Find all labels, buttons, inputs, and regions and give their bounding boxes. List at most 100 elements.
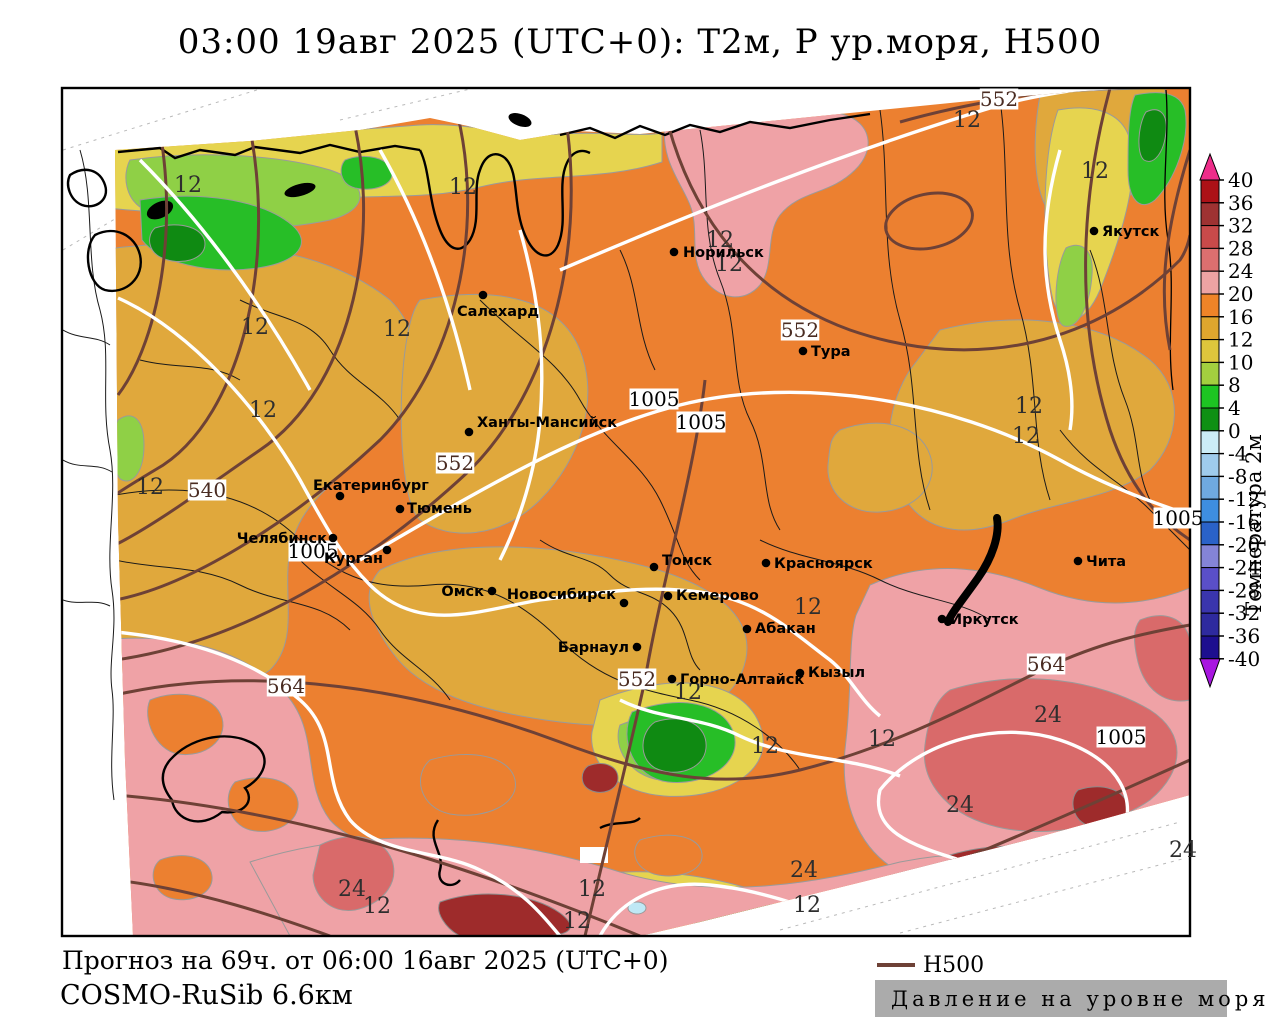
pressure-label: 1005	[1153, 506, 1204, 530]
city-marker: Красноярск	[761, 556, 873, 572]
temperature-label: 12	[751, 734, 779, 759]
city-label: Салехард	[457, 304, 539, 320]
temperature-label: 12	[578, 877, 606, 902]
city-markers: Норильск Салехард Тура Якутск Ханты-Мансийск…	[237, 224, 1160, 688]
city-marker: Тюмень	[395, 501, 472, 517]
city-marker: Курган	[324, 545, 392, 567]
city-dot	[395, 504, 405, 514]
temperature-label: 12	[715, 252, 743, 277]
city-dot	[619, 598, 629, 608]
temperature-label: 24	[1169, 838, 1197, 863]
colorbar-tick-label: 36	[1228, 191, 1253, 215]
city-dot	[649, 562, 659, 572]
city-dot	[335, 491, 345, 501]
colorbar-arrow-down	[1199, 658, 1221, 689]
pressure-label-box	[629, 388, 679, 410]
temperature-label: 12	[793, 893, 821, 918]
city-label: Омск	[441, 584, 484, 600]
colorbar-segment	[1200, 589, 1220, 614]
colorbar-title: Температура 2м	[1242, 434, 1266, 615]
city-dot	[382, 545, 392, 555]
colorbar-segment	[1200, 544, 1220, 569]
city-marker: Норильск	[669, 245, 764, 261]
temperature-label: 12	[136, 475, 164, 500]
pressure-label-box	[676, 411, 726, 433]
city-marker: Ханты-Мансийск	[464, 415, 617, 437]
temperature-label: 24	[946, 793, 974, 818]
h500-label-box	[435, 452, 475, 474]
colorbar-tick-label: 8	[1228, 373, 1241, 397]
h500-label: 552	[781, 318, 819, 342]
city-label: Чита	[1086, 554, 1126, 570]
city-label: Томск	[662, 553, 712, 569]
colorbar-tick-label: 10	[1228, 350, 1253, 374]
city-marker: Томск	[649, 553, 712, 572]
city-label: Кемерово	[676, 588, 759, 604]
colorbar-tick-label: 20	[1228, 282, 1253, 306]
city-marker: Абакан	[742, 621, 816, 637]
pressure-label: 1005	[1096, 725, 1147, 749]
city-label: Барнаул	[558, 640, 629, 656]
city-marker: Салехард	[457, 290, 539, 320]
city-label: Тюмень	[407, 501, 472, 517]
temperature-label: 12	[383, 317, 411, 342]
city-label: Абакан	[755, 621, 816, 637]
temperature-label: 12	[674, 680, 702, 705]
city-marker: Челябинск	[237, 531, 338, 547]
colorbar-segment	[1200, 225, 1220, 249]
colorbar-segment	[1200, 384, 1220, 409]
h500-label-box	[266, 675, 306, 697]
city-label: Красноярск	[774, 556, 873, 572]
city-dot	[632, 642, 642, 652]
pressure-label-box	[288, 540, 338, 562]
city-marker: Горно-Алтайск	[667, 672, 804, 688]
temperature-label: 12	[706, 228, 734, 253]
colorbar-segment	[1200, 567, 1220, 591]
h500-label-box	[780, 319, 820, 341]
colorbar-tick-label: 16	[1228, 305, 1253, 329]
pressure-label: 1005	[676, 410, 727, 434]
temperature-label: 12	[1012, 424, 1040, 449]
city-label: Норильск	[683, 245, 764, 261]
city-label: Ханты-Мансийск	[477, 415, 617, 431]
temperature-label: 12	[1081, 159, 1109, 184]
colorbar-tick-label: 28	[1228, 236, 1253, 260]
h500-line-sample	[877, 963, 915, 967]
temperature-label: 12	[563, 909, 591, 934]
temperature-label: 12	[363, 894, 391, 919]
city-marker: Иркутск	[937, 612, 1019, 628]
temperature-label: 24	[1034, 703, 1062, 728]
pressure-legend-label: Давление на уровне моря	[891, 986, 1270, 1011]
colorbar-tick-label: -12	[1228, 487, 1260, 511]
colorbar-segment	[1200, 453, 1220, 477]
h500-label-box	[1026, 653, 1066, 675]
city-marker: Екатеринбург	[313, 478, 429, 501]
city-label: Якутск	[1102, 224, 1159, 240]
temperature-label: 12	[174, 173, 202, 198]
city-label: Новосибирск	[507, 587, 616, 603]
city-label: Тура	[811, 344, 851, 360]
city-marker: Кызыл	[795, 665, 865, 681]
temperature-label: 24	[338, 877, 366, 902]
h500-label: 564	[1027, 652, 1065, 676]
colorbar-tick-label: 4	[1228, 396, 1241, 420]
city-marker: Чита	[1073, 554, 1126, 570]
city-dot	[663, 591, 673, 601]
city-dot	[742, 624, 752, 634]
city-dot	[464, 427, 474, 437]
city-dot	[667, 674, 677, 684]
temperature-label: 12	[794, 595, 822, 620]
map-title: 03:00 19авг 2025 (UTC+0): Т2м, P ур.моря…	[177, 22, 1103, 62]
temperature-label: 12	[449, 175, 477, 200]
colorbar-tick-label: 12	[1228, 328, 1253, 352]
h500-label-box	[617, 668, 657, 690]
temperature-label: 12	[953, 108, 981, 133]
lake-baikal	[944, 514, 1002, 626]
city-label: Горно-Алтайск	[680, 672, 804, 688]
temperature-label: 12	[241, 315, 269, 340]
h500-label: 552	[618, 667, 656, 691]
